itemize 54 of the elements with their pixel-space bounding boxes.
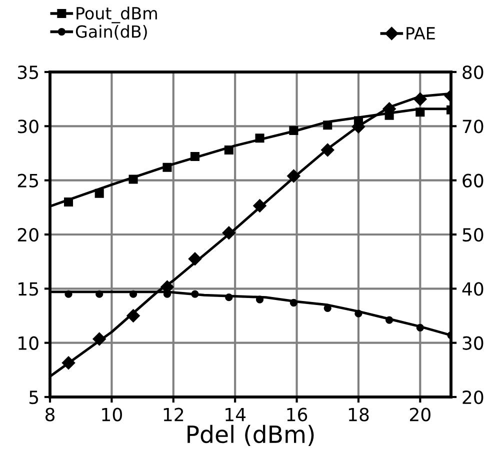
y-tick-label: 20: [18, 228, 38, 242]
y-tick-label: 15: [18, 282, 38, 296]
point: [162, 162, 172, 172]
y2-tick-label: 80: [462, 65, 484, 80]
y-tick-label: 35: [18, 65, 38, 80]
y2-tick-label: 70: [462, 120, 484, 134]
x-tick-label: 14: [226, 408, 246, 422]
y-tick-label: 25: [18, 174, 38, 188]
x-tick-label: 18: [348, 408, 369, 422]
point: [225, 294, 233, 302]
x-tick-label: 8: [45, 408, 55, 422]
point: [128, 174, 138, 184]
point: [190, 152, 200, 162]
point: [289, 126, 298, 136]
point: [96, 290, 104, 298]
point: [126, 309, 140, 322]
point: [64, 290, 72, 298]
point: [62, 356, 76, 370]
legend-label: Pout_dBm: [76, 6, 157, 24]
point: [255, 134, 264, 143]
x-tick-label: 12: [164, 408, 184, 422]
y2-tick-label: 20: [462, 390, 484, 404]
point: [222, 226, 236, 240]
y2-tick-label: 30: [462, 336, 484, 350]
y2-tick-label: 60: [462, 174, 484, 188]
point: [64, 197, 74, 207]
point: [94, 188, 104, 198]
point: [256, 296, 264, 304]
y2-tick-label: 40: [462, 282, 484, 296]
x-tick-label: 10: [102, 408, 122, 422]
x-tick-label: 20: [410, 408, 430, 422]
y-tick-label: 30: [18, 120, 38, 134]
point: [416, 324, 424, 332]
legend-label: PAE: [406, 27, 435, 40]
y2-tick-label: 50: [462, 228, 484, 242]
point: [416, 108, 425, 117]
point: [191, 290, 199, 298]
point: [414, 92, 427, 106]
point: [92, 332, 106, 346]
point: [129, 290, 138, 298]
legend-label: Gain(dB): [76, 24, 147, 40]
point: [385, 316, 394, 324]
point: [323, 120, 332, 130]
point: [188, 252, 202, 266]
x-axis-title: Pdel (dBm): [188, 424, 314, 446]
point: [321, 143, 334, 157]
point: [290, 298, 298, 307]
x-tick-label: 16: [287, 408, 308, 422]
point: [224, 145, 234, 155]
point: [253, 199, 266, 212]
y-tick-label: 5: [29, 390, 38, 404]
point: [354, 310, 362, 318]
y-tick-label: 10: [18, 336, 38, 350]
point: [287, 169, 300, 183]
